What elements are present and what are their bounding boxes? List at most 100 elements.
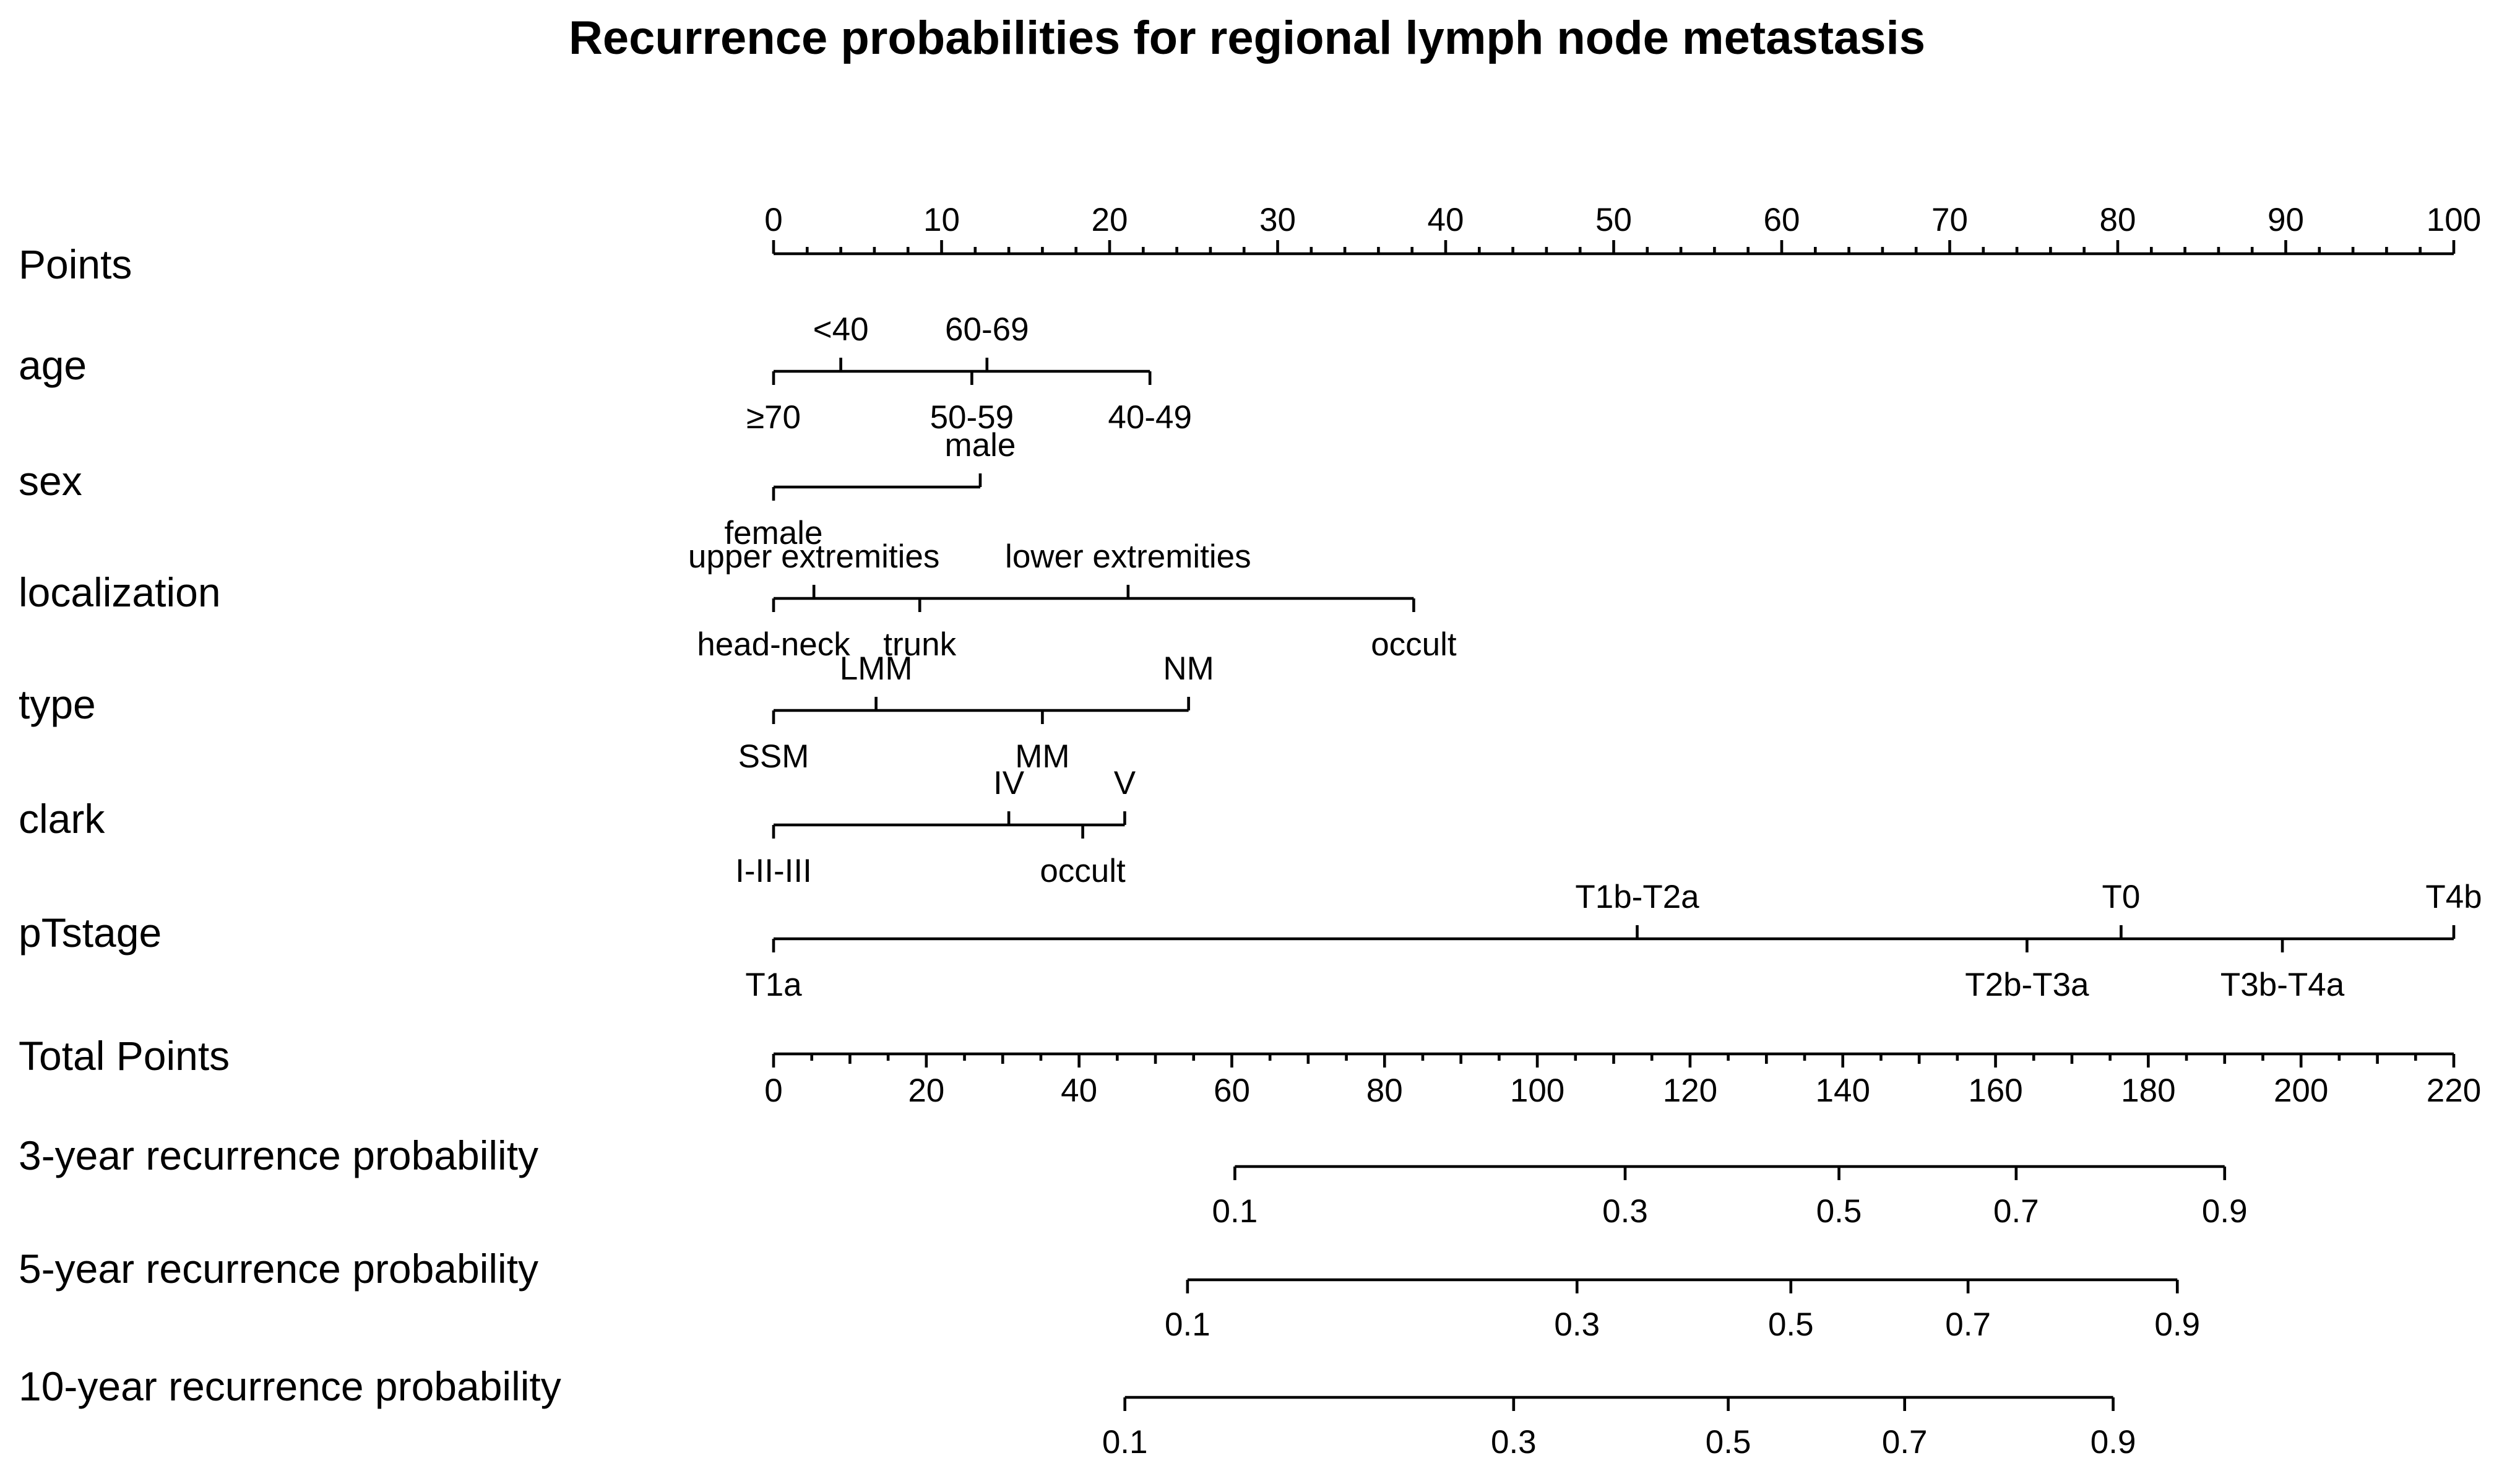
level-label: LMM bbox=[840, 650, 913, 687]
level-label: T3b-T4a bbox=[2220, 967, 2345, 1003]
nomogram-rows: Points 0 10 20 30 40 50 60 70 80 90 100 age ≥70 <40 50-… bbox=[19, 202, 2482, 1460]
level-label: T1b-T2a bbox=[1575, 879, 1699, 915]
row-label: Total Points bbox=[19, 1033, 230, 1079]
row-label: age bbox=[19, 342, 87, 388]
level-label: ≥70 bbox=[746, 399, 801, 436]
tick-label: 40 bbox=[1428, 202, 1464, 238]
level-label: 60-69 bbox=[945, 311, 1029, 348]
tick-label: 200 bbox=[2274, 1072, 2328, 1109]
probability-ticks bbox=[1233, 1167, 2227, 1180]
probability-label: 0.5 bbox=[1706, 1424, 1751, 1460]
tick-label: 0 bbox=[764, 202, 782, 238]
probability-label: 0.7 bbox=[1945, 1306, 1991, 1343]
row-label: localization bbox=[19, 569, 221, 615]
tick-label: 80 bbox=[1366, 1072, 1403, 1109]
tick-label: 160 bbox=[1968, 1072, 2022, 1109]
row-points: Points 0 10 20 30 40 50 60 70 80 90 100 bbox=[19, 202, 2481, 287]
row-label: 5-year recurrence probability bbox=[19, 1246, 538, 1292]
row-p10: 10-year recurrence probability 0.1 0.3 0.5 0… bbox=[19, 1363, 2136, 1460]
level-label: male bbox=[944, 427, 1016, 464]
level-label: head-neck bbox=[697, 626, 850, 663]
level-ticks bbox=[772, 811, 1126, 839]
level-ticks bbox=[772, 473, 982, 501]
row-pTstage: pTstage T1a T1b-T2a T2b-T3a T0 T3b-T4a T4b bbox=[19, 879, 2482, 1003]
row-sex: sex female male bbox=[19, 427, 1016, 551]
level-label: T1a bbox=[745, 967, 802, 1003]
probability-label: 0.5 bbox=[1816, 1193, 1862, 1230]
level-label: upper extremities bbox=[688, 538, 940, 575]
probability-ticks bbox=[1123, 1397, 2115, 1411]
tick-label: 0 bbox=[764, 1072, 782, 1109]
tick-label: 180 bbox=[2121, 1072, 2175, 1109]
tick-label: 90 bbox=[2267, 202, 2304, 238]
level-label: T0 bbox=[2102, 879, 2141, 915]
level-label: occult bbox=[1040, 853, 1126, 889]
probability-label: 0.7 bbox=[1993, 1193, 2039, 1230]
tick-label: 140 bbox=[1816, 1072, 1870, 1109]
axis-ticks bbox=[772, 240, 2456, 254]
axis-ticks bbox=[772, 1054, 2456, 1068]
level-label: female bbox=[724, 515, 822, 551]
level-label: NM bbox=[1163, 650, 1214, 687]
row-label: pTstage bbox=[19, 910, 162, 956]
probability-label: 0.1 bbox=[1102, 1424, 1148, 1460]
row-p3: 3-year recurrence probability 0.1 0.3 0.5 0.… bbox=[19, 1132, 2248, 1230]
tick-label: 100 bbox=[2427, 202, 2481, 238]
level-label: lower extremities bbox=[1005, 538, 1251, 575]
level-label: <40 bbox=[813, 311, 869, 348]
level-label: I-II-III bbox=[735, 853, 812, 889]
row-label: Points bbox=[19, 241, 132, 287]
probability-label: 0.5 bbox=[1768, 1306, 1814, 1343]
level-label: IV bbox=[993, 765, 1025, 801]
row-localization: localization head-neck upper extremities tr… bbox=[19, 538, 1457, 663]
row-age: age ≥70 <40 50-59 60-69 40-49 bbox=[19, 311, 1192, 436]
probability-label: 0.9 bbox=[2202, 1193, 2248, 1230]
level-label: occult bbox=[1371, 626, 1457, 663]
tick-label: 20 bbox=[1092, 202, 1128, 238]
tick-label: 10 bbox=[923, 202, 960, 238]
level-label: SSM bbox=[738, 738, 809, 775]
row-label: type bbox=[19, 681, 96, 727]
row-total: Total Points 0 20 40 60 80 100 120 140 160 180 200 2… bbox=[19, 1033, 2481, 1109]
level-label: T2b-T3a bbox=[1965, 967, 2089, 1003]
level-ticks bbox=[772, 925, 2456, 952]
level-label: 40-49 bbox=[1108, 399, 1192, 436]
row-p5: 5-year recurrence probability 0.1 0.3 0.5 0.… bbox=[19, 1246, 2200, 1343]
tick-label: 220 bbox=[2427, 1072, 2481, 1109]
tick-label: 20 bbox=[908, 1072, 944, 1109]
row-label: 10-year recurrence probability bbox=[19, 1363, 561, 1409]
tick-label: 60 bbox=[1764, 202, 1800, 238]
level-label: MM bbox=[1015, 738, 1069, 775]
probability-label: 0.1 bbox=[1212, 1193, 1258, 1230]
probability-label: 0.3 bbox=[1491, 1424, 1537, 1460]
probability-ticks bbox=[1186, 1280, 2179, 1293]
probability-label: 0.9 bbox=[2091, 1424, 2136, 1460]
level-label: V bbox=[1114, 765, 1136, 801]
tick-label: 60 bbox=[1214, 1072, 1250, 1109]
probability-label: 0.3 bbox=[1554, 1306, 1600, 1343]
level-ticks bbox=[772, 697, 1190, 724]
level-ticks bbox=[772, 585, 1415, 612]
level-label: T4b bbox=[2425, 879, 2482, 915]
tick-label: 120 bbox=[1663, 1072, 1717, 1109]
tick-label: 30 bbox=[1259, 202, 1296, 238]
probability-label: 0.3 bbox=[1602, 1193, 1648, 1230]
tick-label: 50 bbox=[1595, 202, 1632, 238]
row-label: sex bbox=[19, 458, 82, 504]
row-label: clark bbox=[19, 796, 105, 842]
level-ticks bbox=[772, 358, 1152, 385]
row-label: 3-year recurrence probability bbox=[19, 1132, 538, 1178]
tick-label: 40 bbox=[1061, 1072, 1097, 1109]
row-type: type SSM LMM MM NM bbox=[19, 650, 1214, 775]
probability-label: 0.1 bbox=[1165, 1306, 1210, 1343]
level-label: trunk bbox=[883, 626, 956, 663]
tick-label: 80 bbox=[2100, 202, 2136, 238]
tick-label: 100 bbox=[1510, 1072, 1564, 1109]
row-clark: clark I-II-III IV occult V bbox=[19, 765, 1136, 889]
chart-title: Recurrence probabilities for regional ly… bbox=[569, 12, 1925, 64]
tick-label: 70 bbox=[1931, 202, 1968, 238]
probability-label: 0.7 bbox=[1882, 1424, 1928, 1460]
level-label: 50-59 bbox=[930, 399, 1014, 436]
probability-label: 0.9 bbox=[2154, 1306, 2200, 1343]
